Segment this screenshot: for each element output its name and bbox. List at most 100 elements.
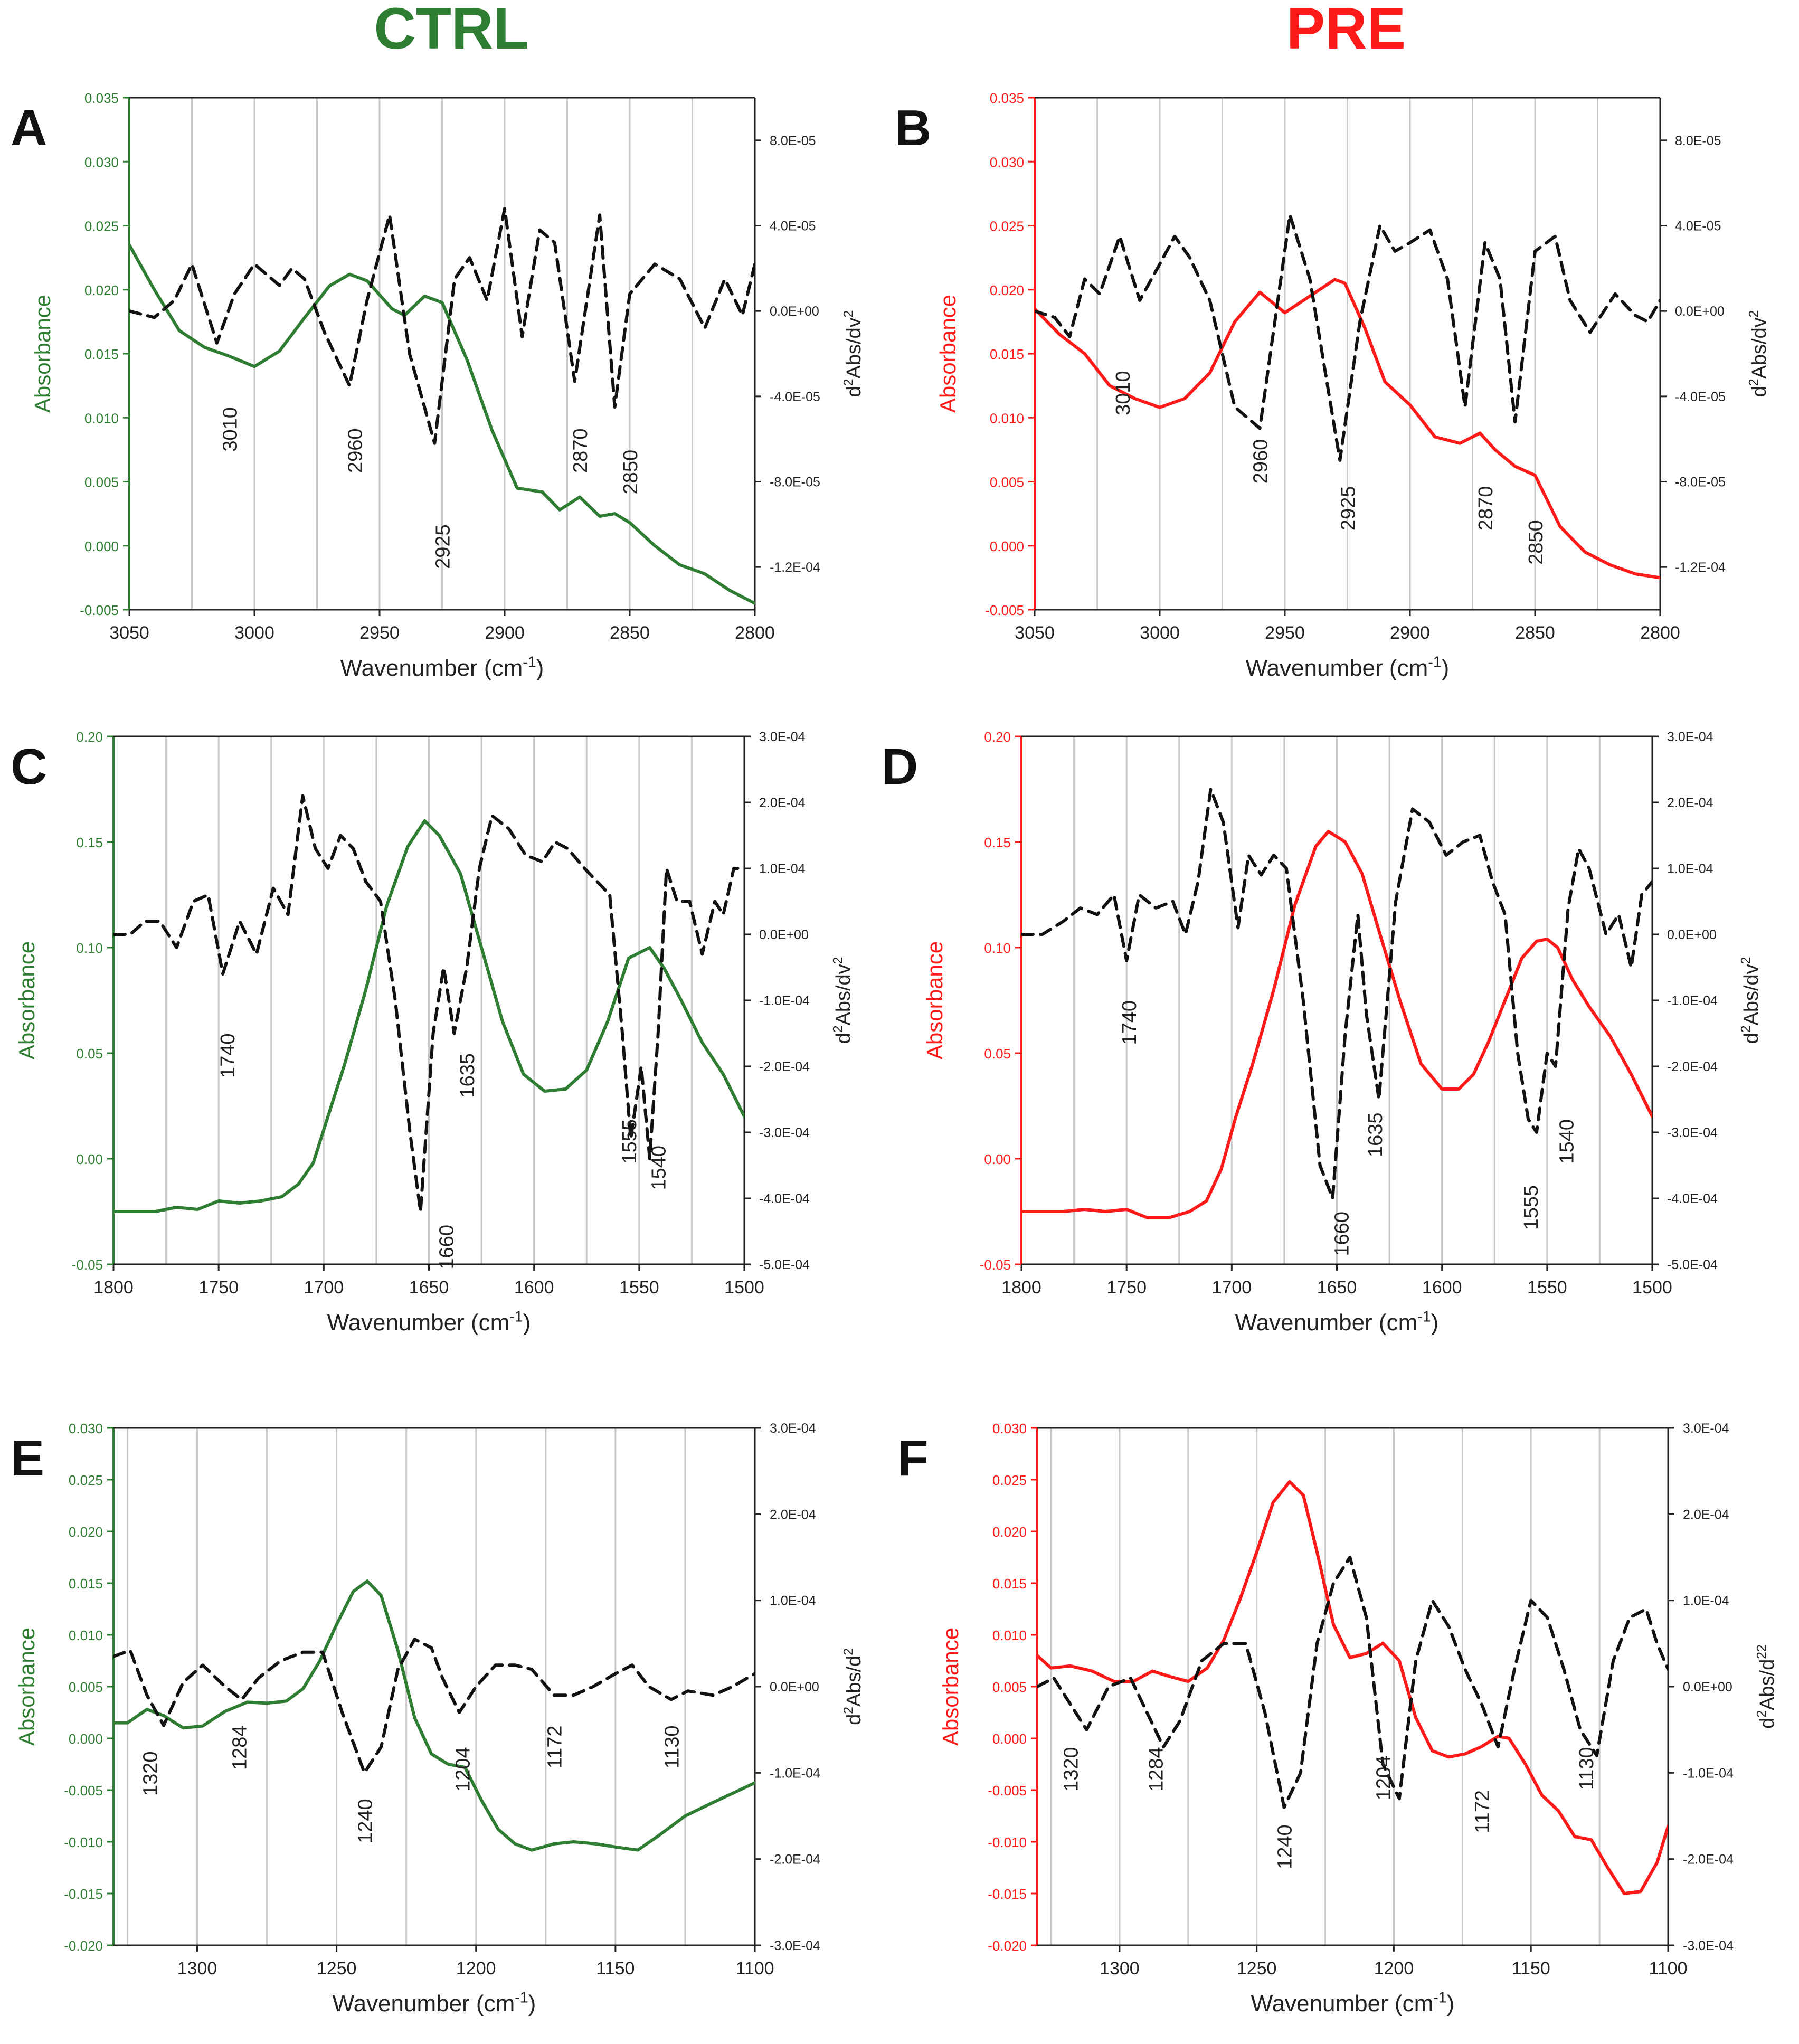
y-tick-label: 0.010	[992, 1627, 1027, 1643]
y2-tick-label: -1.2E-04	[1675, 560, 1726, 575]
peak-annotation: 2850	[620, 450, 642, 495]
y-tick-label: 0.025	[992, 1472, 1027, 1488]
x-tick-label: 1700	[1212, 1278, 1252, 1298]
x-tick-label: 2950	[1265, 623, 1305, 643]
second-derivative-line	[129, 207, 755, 445]
x-tick-label: 1150	[596, 1958, 635, 1979]
y-tick-label: 0.000	[69, 1731, 103, 1747]
y-tick-label: -0.015	[988, 1886, 1027, 1902]
y-tick-label: 0.10	[984, 940, 1011, 956]
y-tick-label: -0.015	[64, 1886, 103, 1902]
y-tick-label: -0.005	[985, 602, 1024, 618]
y2-tick-label: 2.0E-04	[759, 796, 806, 810]
x-tick-label: 1600	[514, 1278, 554, 1298]
y2-axis-title: d2Abs/dv2	[831, 957, 855, 1044]
peak-annotation: 1284	[1145, 1747, 1167, 1792]
second-derivative-line	[1021, 788, 1652, 1200]
x-tick-label: 2800	[735, 623, 775, 643]
peak-annotation: 1284	[229, 1726, 251, 1771]
panel-label: B	[895, 100, 931, 156]
x-axis-title: Wavenumber (cm-1)	[1246, 654, 1450, 681]
y-tick-label: 0.20	[76, 729, 103, 745]
x-tick-label: 1750	[1106, 1278, 1147, 1298]
y-tick-label: 0.030	[84, 154, 119, 170]
y2-tick-label: -2.0E-04	[1683, 1852, 1734, 1867]
peak-annotation: 2960	[345, 428, 367, 473]
x-tick-label: 3050	[1015, 623, 1055, 643]
y2-tick-label: 0.0E+00	[1683, 1680, 1732, 1695]
y2-tick-label: 1.0E-04	[759, 862, 806, 876]
peak-annotation: 2870	[570, 428, 592, 473]
x-tick-label: 1800	[93, 1278, 134, 1298]
y-tick-label: -0.05	[980, 1257, 1011, 1273]
y-tick-label: 0.000	[84, 538, 119, 554]
y2-tick-label: -8.0E-05	[770, 475, 820, 490]
y2-tick-label: 8.0E-05	[770, 134, 816, 148]
y-tick-label: 0.020	[69, 1524, 103, 1540]
pre-column-title: PRE	[1286, 0, 1406, 61]
y-tick-label: -0.005	[988, 1783, 1027, 1799]
y-tick-label: 0.030	[992, 1421, 1027, 1436]
y-axis-title: Absorbance	[14, 1627, 39, 1746]
y-tick-label: -0.05	[72, 1257, 103, 1273]
y2-tick-label: 1.0E-04	[770, 1594, 816, 1608]
y2-tick-label: -8.0E-05	[1675, 475, 1726, 490]
y-tick-label: 0.025	[69, 1472, 103, 1488]
y2-tick-label: -4.0E-04	[1667, 1191, 1718, 1206]
peak-annotation: 1130	[661, 1726, 684, 1769]
y2-tick-label: 0.0E+00	[759, 928, 809, 942]
x-tick-label: 1500	[1632, 1278, 1672, 1298]
y2-tick-label: -3.0E-04	[1683, 1938, 1734, 1953]
y-tick-label: 0.010	[84, 410, 119, 426]
absorbance-line	[1021, 830, 1652, 1219]
peak-annotation: 2870	[1475, 486, 1497, 531]
y2-tick-label: 4.0E-05	[1675, 219, 1721, 234]
x-tick-label: 1750	[198, 1278, 239, 1298]
y-tick-label: -0.020	[988, 1938, 1027, 1954]
y2-tick-label: 1.0E-04	[1683, 1594, 1729, 1608]
peak-annotation: 1555	[619, 1119, 641, 1164]
y-tick-label: 0.020	[990, 282, 1024, 298]
y-tick-label: 0.030	[990, 154, 1024, 170]
y-tick-label: 0.025	[990, 219, 1024, 234]
peak-annotation: 1660	[1331, 1212, 1353, 1256]
panel-label: A	[11, 100, 47, 156]
y2-tick-label: -4.0E-05	[770, 390, 820, 404]
x-tick-label: 1700	[304, 1278, 344, 1298]
x-tick-label: 1200	[456, 1958, 496, 1979]
y2-tick-label: -1.0E-04	[1683, 1766, 1734, 1781]
second-derivative-line	[1035, 213, 1660, 462]
y-tick-label: 0.015	[69, 1576, 103, 1592]
y2-tick-label: 3.0E-04	[1683, 1421, 1729, 1436]
absorbance-line	[1035, 278, 1660, 580]
y2-tick-label: 0.0E+00	[1667, 928, 1717, 942]
y2-tick-label: -1.2E-04	[770, 560, 820, 575]
y-tick-label: 0.000	[992, 1731, 1027, 1747]
x-tick-label: 1250	[1237, 1958, 1277, 1979]
panel-f: 1300 1250 1200 1150 1100 -0.020 -0.015 -0.010 -0…	[897, 1421, 1778, 2017]
x-tick-label: 1300	[177, 1958, 217, 1979]
second-derivative-line	[113, 794, 744, 1213]
y2-tick-label: 2.0E-04	[1667, 796, 1713, 810]
x-tick-label: 2950	[359, 623, 400, 643]
y2-tick-label: -4.0E-05	[1675, 390, 1726, 404]
y-tick-label: 0.20	[984, 729, 1011, 745]
panel-label: E	[11, 1430, 44, 1487]
ctrl-column-title: CTRL	[374, 0, 528, 61]
x-tick-label: 3000	[1140, 623, 1180, 643]
y-tick-label: 0.15	[76, 835, 103, 850]
peak-annotation: 3010	[1112, 371, 1134, 415]
x-tick-label: 2900	[1390, 623, 1430, 643]
y-tick-label: 0.005	[990, 475, 1024, 490]
x-tick-label: 2900	[485, 623, 525, 643]
peak-annotation: 2960	[1250, 439, 1272, 484]
y-tick-label: 0.035	[84, 90, 119, 106]
peak-annotation: 1635	[1365, 1113, 1387, 1158]
peak-annotation: 1635	[457, 1053, 479, 1098]
y2-axis-title: d2Abs/d22	[1755, 1644, 1778, 1729]
x-axis-title: Wavenumber (cm-1)	[333, 1989, 536, 2017]
y2-tick-label: 2.0E-04	[1683, 1507, 1729, 1522]
panels-group: 3050 3000 2950 2900 2850 2800 -0.005 0.000 0.005…	[11, 90, 1778, 2017]
x-tick-label: 1300	[1100, 1958, 1140, 1979]
